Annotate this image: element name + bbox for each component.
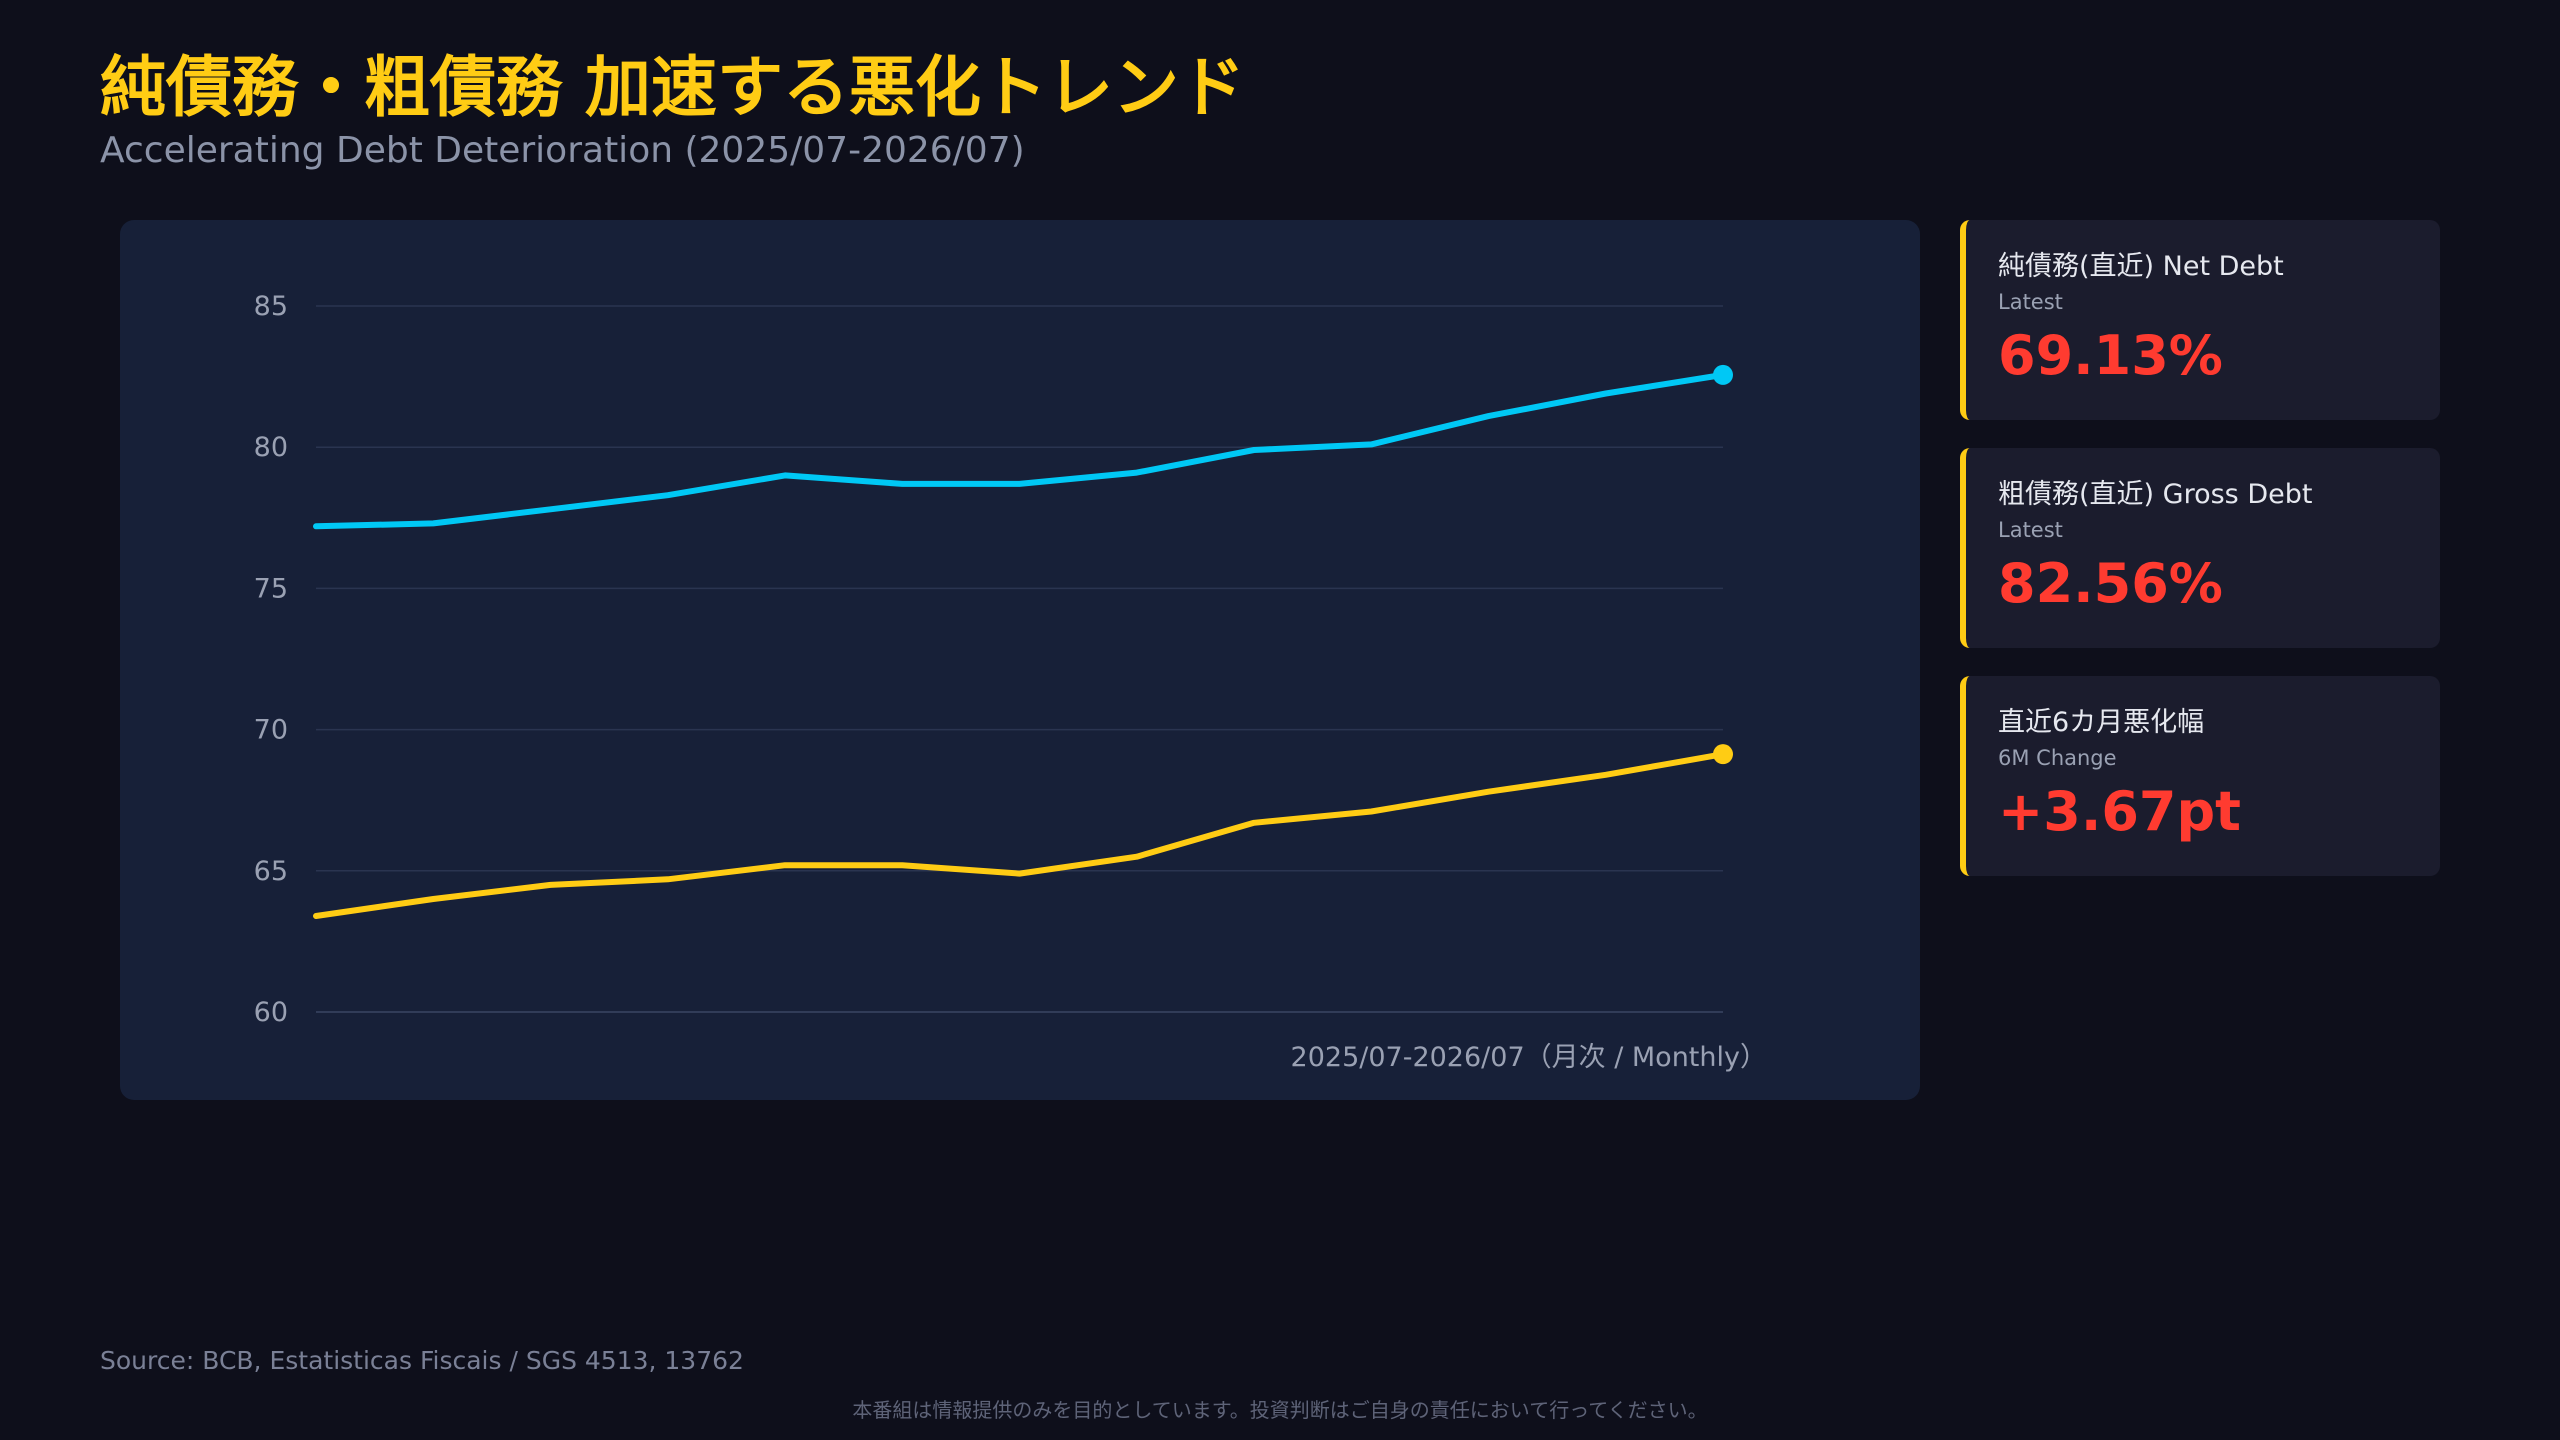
x-axis-label: 2025/07-2026/07（月次 / Monthly）: [1291, 1042, 1767, 1073]
kpi-sublabel: 6M Change: [1998, 746, 2117, 770]
source-note: Source: BCB, Estatisticas Fiscais / SGS …: [100, 1346, 744, 1375]
latest-point-marker: [1713, 744, 1733, 765]
kpi-card-6m-change: 直近6カ月悪化幅 6M Change +3.67pt: [1960, 676, 2440, 876]
y-tick-labels: 60 65 70 75 80 85: [254, 291, 288, 1028]
kpi-value: +3.67pt: [1998, 780, 2241, 843]
kpi-value: 82.56%: [1998, 552, 2223, 615]
page-subtitle: Accelerating Debt Deterioration (2025/07…: [100, 130, 1025, 171]
y-tick-label: 80: [254, 432, 288, 463]
kpi-sublabel: Latest: [1998, 518, 2063, 542]
y-tick-label: 60: [254, 997, 288, 1028]
y-tick-label: 70: [254, 715, 288, 746]
y-tick-label: 65: [254, 856, 288, 887]
chart-panel: 60 65 70 75 80 85 2025/07-2026/07（月次 / Monthl…: [120, 220, 1920, 1100]
y-tick-label: 75: [254, 573, 288, 604]
kpi-label: 直近6カ月悪化幅: [1998, 707, 2205, 738]
kpi-value: 69.13%: [1998, 324, 2223, 387]
page-title: 純債務・粗債務 加速する悪化トレンド: [100, 49, 1245, 126]
y-tick-label: 85: [254, 291, 288, 322]
grid-lines: [316, 305, 1723, 1013]
disclaimer: 本番組は情報提供のみを目的としています。投資判断はご自身の責任において行ってくだ…: [852, 1398, 1708, 1422]
series-line-gross-debt: [313, 371, 1726, 530]
series-line-net-debt: [313, 751, 1726, 919]
kpi-label: 純債務(直近) Net Debt: [1998, 251, 2284, 282]
kpi-card-net-debt: 純債務(直近) Net Debt Latest 69.13%: [1960, 220, 2440, 420]
latest-point-marker: [1713, 364, 1733, 385]
kpi-label: 粗債務(直近) Gross Debt: [1998, 479, 2313, 510]
kpi-card-gross-debt: 粗債務(直近) Gross Debt Latest 82.56%: [1960, 448, 2440, 648]
series-lines: [313, 364, 1733, 919]
kpi-sublabel: Latest: [1998, 290, 2063, 314]
debt-line-chart: 60 65 70 75 80 85 2025/07-2026/07（月次 / Monthl…: [254, 291, 1767, 1073]
